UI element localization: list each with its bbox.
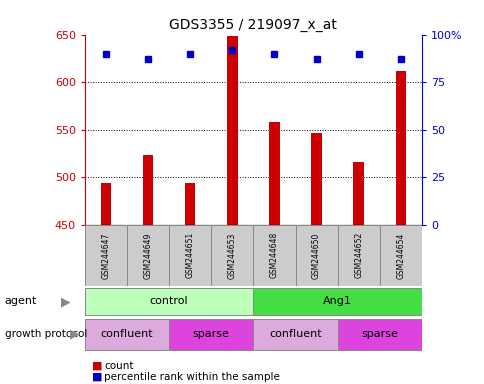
Bar [127,225,169,286]
Bar [85,319,169,349]
Bar [311,133,321,225]
Bar [253,319,337,349]
Text: GSM244651: GSM244651 [185,232,194,278]
Text: ▶: ▶ [60,295,70,308]
Text: GSM244649: GSM244649 [143,232,152,278]
Bar [211,225,253,286]
Bar [253,225,295,286]
Text: control: control [150,296,188,306]
Bar [295,225,337,286]
Bar [101,183,111,225]
Text: confluent: confluent [101,329,153,339]
Bar [253,288,421,315]
Text: GSM244654: GSM244654 [395,232,405,278]
Text: agent: agent [5,296,37,306]
Text: percentile rank within the sample: percentile rank within the sample [104,372,280,382]
Title: GDS3355 / 219097_x_at: GDS3355 / 219097_x_at [169,18,337,32]
Bar [85,225,127,286]
Text: GSM244652: GSM244652 [353,232,363,278]
Bar [379,225,421,286]
Text: growth protocol: growth protocol [5,329,87,339]
Text: ■: ■ [92,361,103,371]
Bar [337,225,379,286]
Text: count: count [104,361,134,371]
Text: sparse: sparse [361,329,397,339]
Bar [85,288,253,315]
Text: confluent: confluent [269,329,321,339]
Bar [184,183,195,225]
Text: ▶: ▶ [70,328,80,341]
Text: Ang1: Ang1 [322,296,351,306]
Bar [169,319,253,349]
Bar [269,122,279,225]
Bar [353,162,363,225]
Bar [169,225,211,286]
Bar [395,71,405,225]
Bar [142,155,153,225]
Text: GSM244650: GSM244650 [312,232,320,278]
Text: GSM244648: GSM244648 [270,232,278,278]
Text: sparse: sparse [193,329,229,339]
Bar [337,319,421,349]
Text: ■: ■ [92,372,103,382]
Text: GSM244653: GSM244653 [227,232,236,278]
Text: GSM244647: GSM244647 [101,232,110,278]
Bar [227,36,237,225]
